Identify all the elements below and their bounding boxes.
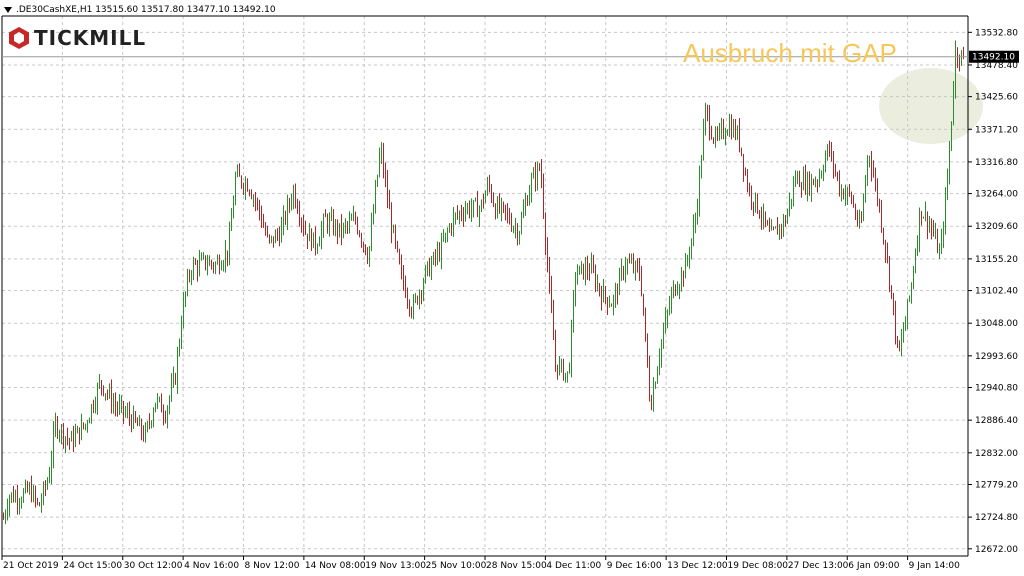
x-tick-label: 30 Oct 12:00 bbox=[124, 561, 183, 571]
x-tick-label: 4 Nov 16:00 bbox=[184, 561, 239, 571]
y-tick-label: 13102.40 bbox=[975, 287, 1018, 297]
y-tick-label: 12832.00 bbox=[975, 449, 1018, 459]
x-tick-label: 6 Jan 09:00 bbox=[848, 561, 900, 571]
logo-text: TICKMILL bbox=[34, 26, 147, 50]
y-tick-label: 13209.60 bbox=[975, 222, 1018, 232]
x-tick-label: 24 Oct 15:00 bbox=[63, 561, 122, 571]
ohlc-bars bbox=[3, 40, 964, 525]
y-tick-label: 12886.40 bbox=[975, 416, 1018, 426]
y-tick-label: 13478.40 bbox=[975, 61, 1018, 71]
tickmill-logo: TICKMILL bbox=[8, 26, 146, 52]
logo-mark-icon bbox=[9, 27, 29, 49]
y-tick-label: 12993.60 bbox=[975, 352, 1018, 362]
y-tick-label: 13532.80 bbox=[975, 28, 1018, 38]
y-tick-label: 13316.80 bbox=[975, 158, 1018, 168]
y-tick-label: 12672.00 bbox=[975, 545, 1018, 555]
y-tick-label: 13155.20 bbox=[975, 255, 1018, 265]
y-tick-label: 12724.80 bbox=[975, 513, 1018, 523]
x-tick-label: 28 Nov 15:00 bbox=[486, 561, 547, 571]
y-tick-label: 13048.00 bbox=[975, 319, 1018, 329]
y-tick-label: 13264.00 bbox=[975, 190, 1018, 200]
x-tick-label: 13 Dec 12:00 bbox=[667, 561, 728, 571]
x-axis: 21 Oct 2019 24 Oct 15:00 30 Oct 12:00 4 Nov… bbox=[1, 556, 961, 571]
gap-highlight bbox=[879, 68, 983, 144]
x-tick-label: 4 Dec 11:00 bbox=[546, 561, 601, 571]
y-tick-label: 12940.80 bbox=[975, 384, 1018, 394]
symbol-header[interactable]: .DE30CashXE,H1 13515.60 13517.80 13477.1… bbox=[4, 5, 276, 15]
symbol-line: .DE30CashXE,H1 13515.60 13517.80 13477.1… bbox=[16, 5, 276, 15]
x-tick-label: 27 Dec 13:00 bbox=[788, 561, 849, 571]
current-price-tag: 13492.10 bbox=[2, 50, 1019, 63]
x-tick-label: 9 Dec 16:00 bbox=[607, 561, 662, 571]
x-tick-label: 9 Jan 14:00 bbox=[909, 561, 961, 571]
y-axis: 13532.80 13478.40 13425.60 13371.20 13316.80… bbox=[968, 28, 1018, 555]
x-tick-label: 19 Dec 08:00 bbox=[728, 561, 789, 571]
y-tick-label: 13425.60 bbox=[975, 93, 1018, 103]
y-tick-label: 12779.20 bbox=[975, 480, 1018, 490]
price-tag-box bbox=[969, 50, 1019, 63]
x-tick-label: 19 Nov 13:00 bbox=[365, 561, 426, 571]
current-price-label: 13492.10 bbox=[972, 53, 1015, 63]
x-tick-label: 8 Nov 12:00 bbox=[245, 561, 300, 571]
y-tick-label: 13371.20 bbox=[975, 125, 1018, 135]
x-tick-label: 14 Nov 08:00 bbox=[305, 561, 366, 571]
x-tick-label: 21 Oct 2019 bbox=[3, 561, 59, 571]
dropdown-icon[interactable] bbox=[4, 6, 12, 13]
x-tick-label: 25 Nov 10:00 bbox=[426, 561, 487, 571]
grid bbox=[1, 16, 968, 556]
gap-annotation: Ausbruch mit GAP bbox=[683, 38, 897, 68]
